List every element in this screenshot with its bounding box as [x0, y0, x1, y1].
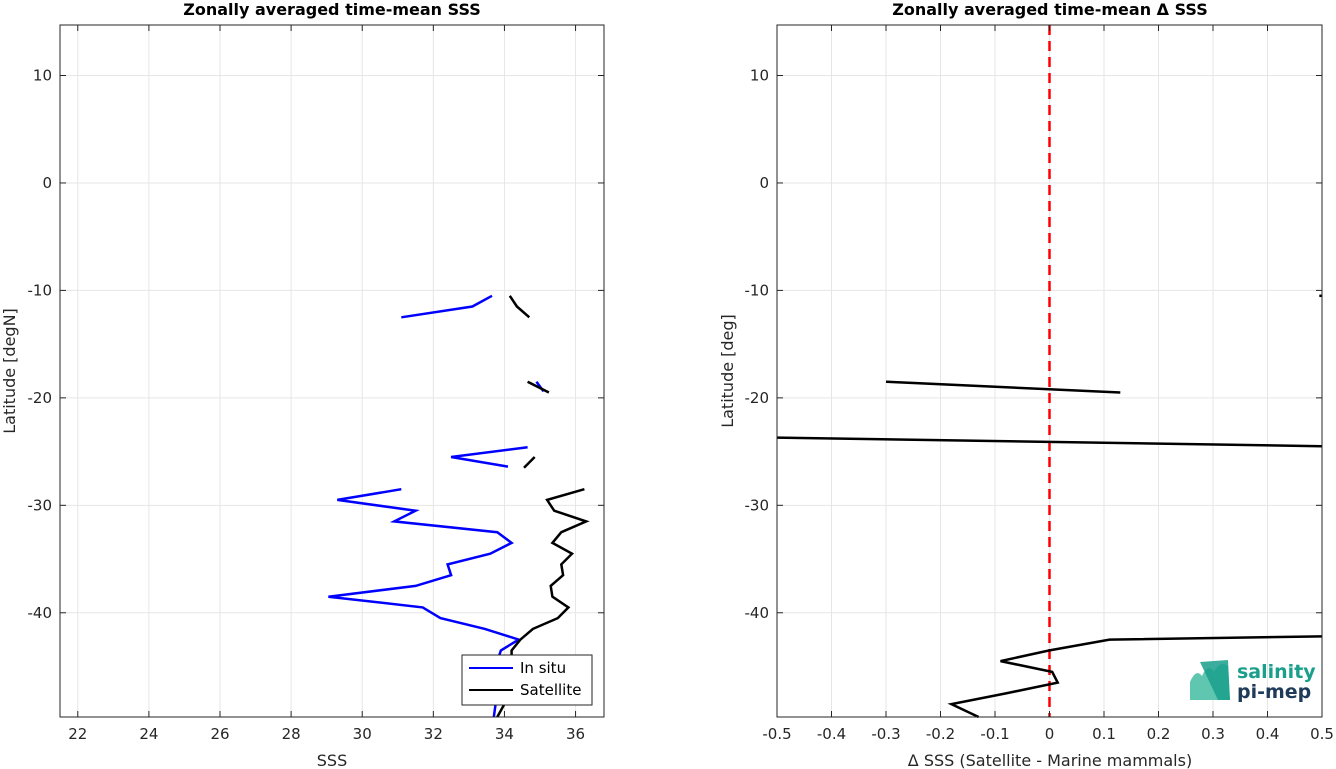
delta-sss-line — [947, 635, 1323, 719]
x-tick-label: 36 — [566, 725, 585, 743]
y-tick-label: -20 — [745, 389, 770, 407]
y-tick-label: -20 — [28, 389, 53, 407]
x-tick-label: 32 — [424, 725, 443, 743]
x-tick-label: -0.4 — [817, 725, 846, 743]
right-series — [776, 294, 1323, 719]
x-tick-label: 24 — [139, 725, 158, 743]
legend-box — [461, 654, 593, 706]
left-plot-area — [60, 25, 604, 717]
y-tick-label: 10 — [750, 67, 769, 85]
logo-line1: salinity — [1237, 661, 1316, 683]
x-tick-label: 26 — [210, 725, 229, 743]
x-tick-label: 0 — [1045, 725, 1055, 743]
satellite-line — [527, 380, 550, 394]
x-tick-label: 0.3 — [1201, 725, 1225, 743]
in-situ-line — [401, 294, 493, 319]
right-ticks: -0.5 -0.4 -0.3 -0.2 -0.1 0 0.1 0.2 0.3 0.4 0.5 10 0 -… — [745, 25, 1334, 743]
salinity-pi-mep-logo: salinity pi-mep — [1190, 660, 1316, 703]
x-tick-label: 30 — [353, 725, 372, 743]
logo-line2: pi-mep — [1237, 681, 1311, 703]
left-ticks: 22 24 26 28 30 32 34 36 10 0 -10 -20 -30 -40 — [28, 25, 604, 743]
x-tick-label: 0.1 — [1092, 725, 1116, 743]
legend: In situ Satellite — [461, 654, 593, 706]
y-tick-label: 0 — [42, 174, 52, 192]
x-tick-label: 0.2 — [1147, 725, 1171, 743]
legend-insitu-label: In situ — [520, 659, 566, 677]
delta-sss-line — [885, 380, 1121, 394]
x-tick-label: 28 — [282, 725, 301, 743]
satellite-line — [523, 456, 536, 469]
right-ylabel: Latitude [deg] — [718, 314, 737, 428]
y-tick-label: -10 — [745, 281, 770, 299]
y-tick-label: -40 — [745, 604, 770, 622]
left-xlabel: SSS — [317, 751, 347, 769]
in-situ-line — [450, 446, 528, 468]
x-tick-label: -0.5 — [762, 725, 791, 743]
y-tick-label: -10 — [28, 281, 53, 299]
x-tick-label: -0.2 — [926, 725, 955, 743]
y-tick-label: 10 — [33, 67, 52, 85]
y-tick-label: -30 — [28, 496, 53, 514]
y-tick-label: -40 — [28, 604, 53, 622]
left-axes-box — [59, 24, 605, 718]
x-tick-label: 0.4 — [1256, 725, 1280, 743]
x-tick-label: 22 — [68, 725, 87, 743]
delta-sss-line — [776, 436, 1323, 448]
satellite-line — [508, 295, 531, 319]
x-tick-label: 34 — [495, 725, 514, 743]
y-tick-label: -30 — [745, 496, 770, 514]
x-tick-label: -0.3 — [871, 725, 900, 743]
legend-satellite-label: Satellite — [520, 681, 581, 699]
right-title: Zonally averaged time-mean Δ SSS — [892, 0, 1208, 19]
right-xlabel: Δ SSS (Satellite - Marine mammals) — [908, 751, 1192, 769]
x-tick-label: 0.5 — [1310, 725, 1334, 743]
left-ylabel: Latitude [degN] — [0, 308, 19, 434]
right-panel: -0.5 -0.4 -0.3 -0.2 -0.1 0 0.1 0.2 0.3 0.4 0.5 10 0 -… — [718, 0, 1334, 769]
left-grid — [60, 25, 604, 717]
left-title: Zonally averaged time-mean SSS — [183, 0, 481, 19]
y-tick-label: 0 — [759, 174, 769, 192]
x-tick-label: -0.1 — [980, 725, 1009, 743]
left-panel: 22 24 26 28 30 32 34 36 10 0 -10 -20 -30 -40 Zonally … — [0, 0, 605, 769]
